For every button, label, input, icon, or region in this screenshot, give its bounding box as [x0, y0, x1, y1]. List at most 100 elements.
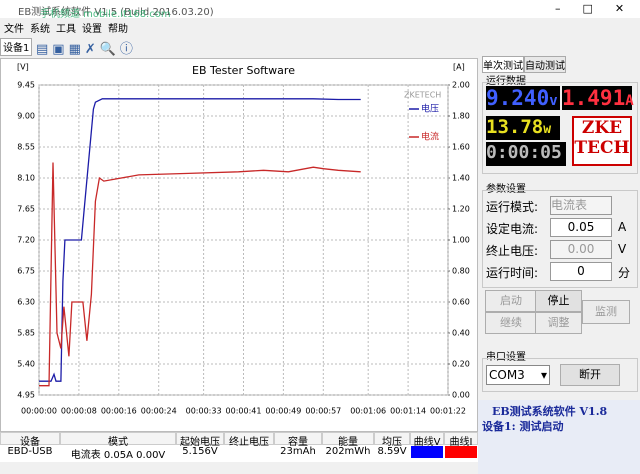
- table-cell: 5.156V: [182, 446, 218, 457]
- table-cell: 8.59V: [377, 446, 407, 457]
- y2-tick-label: 0.60: [452, 298, 470, 307]
- param-value[interactable]: 0.05: [550, 218, 612, 237]
- tab[interactable]: 自动测试: [524, 56, 566, 73]
- y2-axis-unit: [A]: [453, 63, 465, 72]
- series-line: [39, 162, 361, 387]
- status-box: EB测试系统软件 V1.8 设备1: 测试启动: [478, 400, 640, 474]
- menu-item[interactable]: 工具: [56, 24, 76, 35]
- data-table: 设备 模式 起始电压 终止电压 容量 能量 均压 曲线V 曲线I EBD-USB 电流表 0.05A…: [0, 432, 478, 462]
- series-line: [39, 98, 361, 382]
- y-tick-label: 8.55: [17, 143, 35, 152]
- disconnect-button[interactable]: 断开: [560, 364, 620, 386]
- port: COM3: [489, 368, 525, 382]
- table-cell: 202mWh: [325, 446, 371, 457]
- group-title: 运行数据: [486, 76, 526, 87]
- y2-tick-label: 0.40: [452, 329, 470, 338]
- current-unit: A: [625, 93, 634, 109]
- port-select[interactable]: COM3 ▾: [486, 365, 550, 385]
- y-tick-label: 7.65: [17, 205, 35, 214]
- y-axis-unit: [V]: [17, 63, 29, 72]
- y-tick-label: 8.10: [17, 174, 35, 183]
- x-tick-label: 00:00:41: [226, 407, 262, 416]
- x-tick-label: 00:00:24: [141, 407, 177, 416]
- button[interactable]: 调整: [535, 312, 582, 334]
- lcd-time: 0:00:05: [486, 142, 566, 166]
- param-label: 运行时间:: [486, 266, 539, 280]
- table-header: 均压: [374, 432, 410, 448]
- param-unit: V: [618, 242, 627, 256]
- curve-swatch: [411, 446, 443, 458]
- button[interactable]: 停止: [535, 290, 582, 312]
- menu-item[interactable]: 系统: [30, 24, 50, 35]
- menu-item[interactable]: 文件: [4, 24, 24, 35]
- lcd-voltage: 9.240v: [486, 86, 560, 110]
- voltage: 9.240: [486, 86, 550, 110]
- table-header: 容量: [274, 432, 322, 448]
- button[interactable]: 继续: [485, 312, 537, 334]
- y2-tick-label: 1.00: [452, 236, 470, 245]
- legend-label: 电流: [421, 131, 439, 143]
- tab[interactable]: 单次测试: [482, 56, 524, 73]
- button[interactable]: 启动: [485, 290, 537, 312]
- group-title: 串口设置: [486, 352, 526, 363]
- table-header: 能量: [322, 432, 374, 448]
- legend-label: 电压: [421, 103, 439, 115]
- logo-line: ZKE: [581, 118, 623, 138]
- table-cell: 电流表 0.05A 0.00V: [70, 450, 166, 461]
- curve-swatch: [445, 446, 477, 458]
- menu-item[interactable]: 设置: [82, 24, 102, 35]
- y-tick-label: 4.95: [17, 391, 35, 400]
- param-label: 设定电流:: [486, 222, 539, 236]
- x-tick-label: 00:00:49: [265, 407, 301, 416]
- menu-item[interactable]: 帮助: [108, 24, 128, 35]
- serial-box: [482, 358, 638, 392]
- y2-tick-label: 1.60: [452, 143, 470, 152]
- title-bar: [0, 0, 640, 18]
- table-header: 模式: [60, 432, 176, 448]
- param-value[interactable]: 电流表: [550, 196, 612, 215]
- device-label: 设备1: [3, 43, 30, 54]
- y2-tick-label: 0.00: [452, 391, 470, 400]
- x-tick-label: 00:01:22: [430, 407, 466, 416]
- param-unit: 分: [618, 266, 631, 280]
- x-tick-label: 00:00:16: [101, 407, 137, 416]
- toolbar-icons[interactable]: ▤▣▦✗🔍ⓘ: [36, 42, 137, 57]
- x-tick-label: 00:01:06: [350, 407, 386, 416]
- param-value[interactable]: 0.00: [550, 240, 612, 259]
- table-cell: 23mAh: [280, 446, 316, 457]
- y2-tick-label: 1.20: [452, 205, 470, 214]
- current: 1.491: [562, 86, 626, 110]
- chart: EB Tester Software [V] [A] 9.45 9.00 8.55 8.10…: [17, 63, 470, 416]
- y-tick-label: 9.00: [17, 112, 35, 121]
- status-line: 设备1: 测试启动: [482, 420, 564, 433]
- window-controls[interactable]: –□✕: [555, 2, 640, 15]
- lcd-power: 13.78w: [486, 116, 560, 140]
- x-tick-label: 00:00:57: [305, 407, 341, 416]
- x-tick-label: 00:00:33: [186, 407, 222, 416]
- x-tick-label: 00:00:08: [61, 407, 97, 416]
- lcd-current: 1.491A: [562, 86, 634, 110]
- window-title: EB测试系统软件 V1.5 (Build 2016.03.20): [18, 7, 214, 18]
- run-data-box: [482, 82, 638, 174]
- y-tick-label: 5.40: [17, 360, 35, 369]
- table-header: 曲线V: [410, 432, 444, 448]
- power: 13.78: [486, 116, 544, 138]
- logo: ZKE TECH: [572, 116, 632, 166]
- button[interactable]: 监测: [582, 300, 630, 324]
- voltage-unit: v: [549, 93, 558, 109]
- group-title: 参数设置: [486, 184, 526, 195]
- y-tick-label: 7.20: [17, 236, 35, 245]
- y2-tick-label: 0.80: [452, 267, 470, 276]
- y2-tick-label: 2.00: [452, 81, 470, 90]
- table-header: 终止电压: [224, 432, 274, 448]
- table-header: 设备: [0, 432, 60, 448]
- device-select[interactable]: 设备1: [0, 38, 32, 56]
- chart-title: EB Tester Software: [192, 64, 295, 77]
- param-unit: A: [618, 220, 627, 234]
- param-value[interactable]: 0: [550, 262, 612, 281]
- chart-panel: EB Tester Software [V] [A] 9.45 9.00 8.55 8.10…: [0, 58, 478, 432]
- y2-tick-label: 1.80: [452, 112, 470, 121]
- y2-tick-label: 0.20: [452, 360, 470, 369]
- x-tick-label: 00:00:00: [21, 407, 57, 416]
